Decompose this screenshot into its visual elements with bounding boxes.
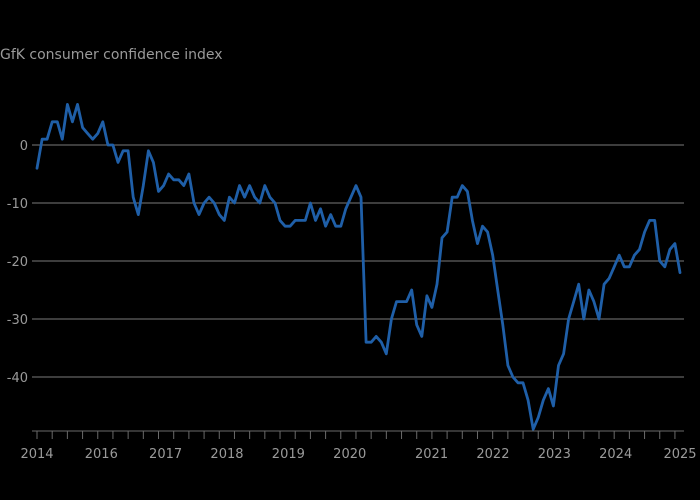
y-tick-label: -20 [7,255,28,270]
x-tick-label: 2022 [476,447,509,462]
y-tick-label: -10 [7,197,28,212]
chart-title: GfK consumer confidence index [0,47,223,63]
x-tick-label: 2023 [538,447,571,462]
gridlines [32,144,684,378]
x-tick-label: 2018 [210,447,243,462]
x-tick-label: 2024 [599,447,632,462]
x-tick-label: 2020 [333,447,366,462]
y-tick-label: -30 [7,313,28,328]
y-tick-label: -40 [7,371,28,386]
x-tick-label: 2017 [149,447,182,462]
y-tick-label: 0 [20,139,28,154]
y-axis: 0 -10 -20 -30 -40 [7,139,28,386]
x-tick-label: 2019 [272,447,305,462]
series-line-gfk [35,103,682,431]
x-axis: 2014 2016 2017 2018 2019 2020 2021 2022 2023 2024… [20,430,697,462]
x-tick-label: 2021 [415,447,448,462]
series-layer [35,103,682,431]
x-tick-label: 2016 [85,447,118,462]
x-tick-label: 2025 [663,447,696,462]
x-tick-label: 2014 [20,447,53,462]
